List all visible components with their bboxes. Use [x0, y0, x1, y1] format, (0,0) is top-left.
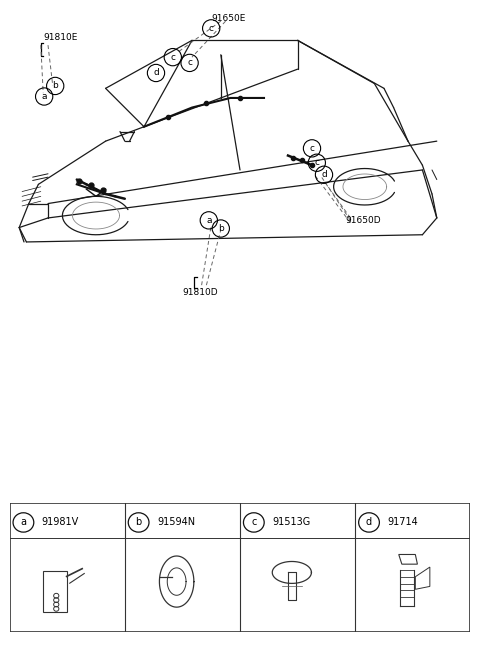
Text: a: a	[41, 92, 47, 101]
FancyBboxPatch shape	[10, 503, 470, 632]
Text: a: a	[21, 517, 26, 528]
Text: b: b	[218, 224, 224, 233]
Text: 91810E: 91810E	[43, 34, 78, 43]
Text: 91714: 91714	[387, 517, 418, 528]
Text: d: d	[153, 68, 159, 77]
Text: 91650D: 91650D	[346, 216, 381, 225]
Text: b: b	[135, 517, 142, 528]
Text: c: c	[314, 158, 319, 167]
Text: b: b	[52, 81, 58, 90]
Text: d: d	[321, 170, 327, 179]
Text: 91810D: 91810D	[182, 288, 218, 297]
Text: 91513G: 91513G	[272, 517, 311, 528]
Text: 91981V: 91981V	[42, 517, 79, 528]
Text: c: c	[310, 144, 314, 153]
Text: c: c	[209, 24, 214, 33]
Text: c: c	[187, 59, 192, 68]
Text: c: c	[170, 53, 175, 62]
Text: c: c	[251, 517, 256, 528]
Text: 91594N: 91594N	[157, 517, 195, 528]
Text: 91650E: 91650E	[211, 14, 246, 23]
Text: a: a	[206, 216, 212, 225]
Text: d: d	[366, 517, 372, 528]
